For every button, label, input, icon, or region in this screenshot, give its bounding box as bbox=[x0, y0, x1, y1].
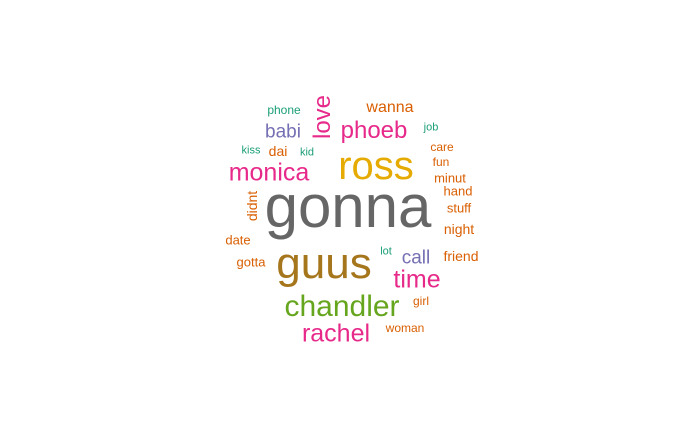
word-kid: kid bbox=[299, 146, 315, 159]
word-gonna: gonna bbox=[264, 173, 432, 240]
word-love: love bbox=[309, 94, 336, 140]
word-phoeb: phoeb bbox=[340, 117, 408, 144]
word-chandler: chandler bbox=[284, 290, 400, 323]
word-girl: girl bbox=[412, 294, 430, 308]
word-hand: hand bbox=[443, 183, 473, 199]
word-night: night bbox=[443, 221, 475, 237]
word-dai: dai bbox=[268, 143, 288, 159]
word-gotta: gotta bbox=[236, 254, 266, 270]
word-minut: minut bbox=[434, 170, 466, 186]
word-ross: ross bbox=[338, 144, 414, 188]
word-friend: friend bbox=[443, 248, 479, 264]
word-lot: lot bbox=[380, 245, 392, 258]
word-woman: woman bbox=[385, 321, 425, 335]
word-kiss: kiss bbox=[241, 144, 261, 157]
word-monica: monica bbox=[228, 158, 310, 187]
word-wanna: wanna bbox=[366, 99, 414, 116]
word-didnt: didnt bbox=[244, 190, 260, 222]
word-job: job bbox=[423, 121, 439, 134]
word-fun: fun bbox=[432, 155, 450, 169]
word-phone: phone bbox=[267, 103, 301, 117]
word-rachel: rachel bbox=[301, 319, 371, 348]
word-stuff: stuff bbox=[446, 200, 472, 216]
word-time: time bbox=[393, 265, 441, 294]
word-date: date bbox=[225, 232, 251, 248]
word-call: call bbox=[401, 247, 431, 269]
word-care: care bbox=[430, 140, 454, 154]
word-guus: guus bbox=[276, 239, 372, 288]
word-babi: babi bbox=[265, 121, 301, 143]
